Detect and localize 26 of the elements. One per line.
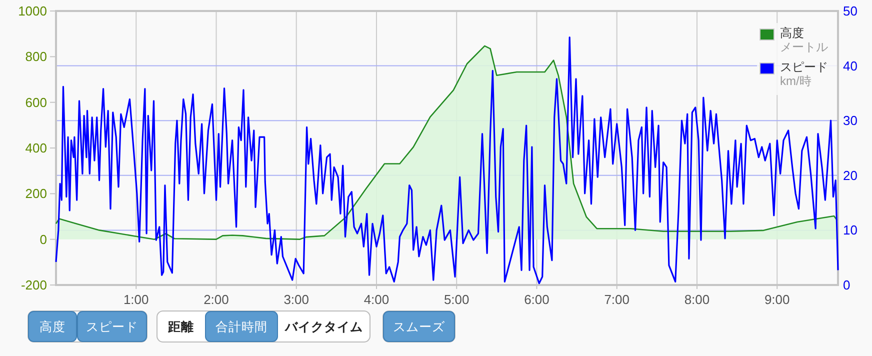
y-tick-label: 800	[25, 49, 47, 64]
y2-tick-label: 10	[843, 222, 858, 238]
annotation: メートル	[780, 40, 828, 54]
x-tick-label: 9:00	[764, 292, 790, 307]
x-tick-label: 7:00	[604, 292, 630, 307]
y2-tick-label: 20	[843, 168, 858, 183]
x-tick-label: 8:00	[684, 292, 710, 307]
x-tick-label: 4:00	[364, 292, 390, 307]
y-tick-label: 600	[25, 94, 47, 110]
y-tick-label: 1000	[18, 4, 47, 18]
x-tick-label: 5:00	[444, 292, 470, 307]
x-tick-label: 2:00	[204, 292, 229, 307]
y2-tick-label: 0	[843, 278, 850, 292]
x-tick-label: 3:00	[284, 292, 310, 307]
x-tick-label: 1:00	[123, 292, 149, 307]
y2-tick-label: 40	[843, 58, 858, 74]
legend-label: 高度	[780, 26, 804, 40]
y-tick-label: 400	[25, 140, 47, 156]
y-tick-label: 0	[40, 232, 47, 247]
y2-tick-label: 30	[843, 113, 858, 128]
annotation: km/時	[780, 74, 812, 88]
y-tick-label: -200	[20, 278, 47, 292]
x-tick-label: 6:00	[524, 292, 550, 307]
y-tick-label: 200	[25, 186, 47, 202]
legend-label: スピード	[780, 60, 828, 74]
y2-tick-label: 50	[843, 4, 858, 18]
